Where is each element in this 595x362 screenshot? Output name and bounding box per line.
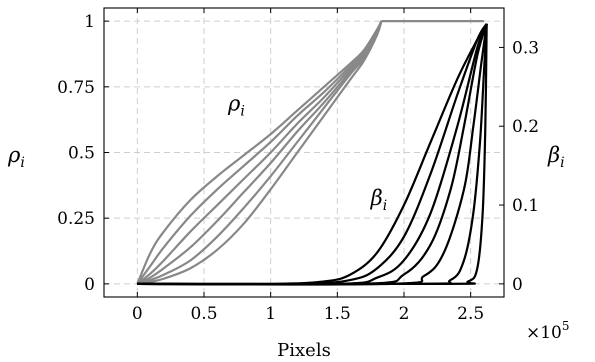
rho-annotation: ρi: [227, 91, 245, 119]
series-layer: [136, 20, 488, 286]
x-tick-label: 1: [265, 304, 276, 324]
rho-series-line: [136, 20, 383, 285]
rho-series-line: [137, 20, 383, 285]
beta-series-line: [137, 23, 488, 286]
rho-series-line: [136, 20, 383, 285]
y-left-tick-label: 0.5: [68, 144, 95, 164]
beta-series-line: [137, 23, 488, 286]
ticks: 0 0.5 1 1.5 2 2.5 0 0.25 0.5 0.75 1 0 0.1 0.2 0.3: [57, 8, 539, 324]
y-right-tick-label: 0.3: [512, 38, 539, 58]
beta-series-line: [137, 23, 488, 286]
y-left-tick-label: 1: [84, 12, 95, 32]
y-right-tick-label: 0.1: [512, 196, 539, 216]
x-tick-label: 1.5: [324, 304, 351, 324]
y-left-tick-label: 0.25: [57, 209, 95, 229]
beta-series-line: [137, 23, 488, 286]
x-exponent-label: ×105: [526, 319, 570, 343]
beta-series-line: [137, 23, 488, 286]
rho-series-line: [136, 20, 383, 285]
x-tick-label: 2: [399, 304, 410, 324]
y-left-tick-label: 0: [84, 275, 95, 295]
x-tick-label: 0: [132, 304, 143, 324]
y-left-tick-label: 0.75: [57, 78, 95, 98]
x-axis-label: Pixels: [277, 340, 331, 361]
beta-series-line: [137, 23, 488, 286]
x-tick-label: 0.5: [190, 304, 217, 324]
y-right-label: βi: [547, 143, 565, 171]
y-left-label: ρi: [7, 143, 25, 171]
rho-series-line: [137, 20, 383, 285]
y-right-tick-label: 0: [512, 275, 523, 295]
beta-series-line: [137, 23, 488, 286]
y-right-tick-label: 0.2: [512, 117, 539, 137]
x-tick-label: 2.5: [457, 304, 484, 324]
beta-annotation: βi: [370, 186, 388, 214]
